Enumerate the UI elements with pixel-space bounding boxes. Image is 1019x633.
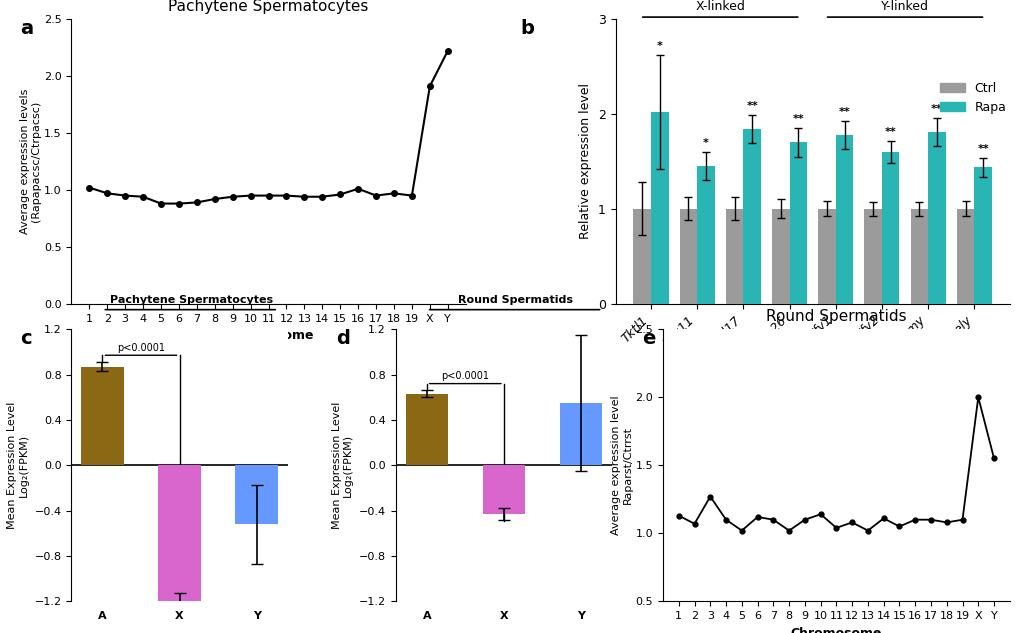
Text: **: ** xyxy=(930,104,942,114)
Text: **: ** xyxy=(746,101,757,111)
Bar xyxy=(910,209,927,304)
Text: Y-linked: Y-linked xyxy=(880,0,928,13)
Title: Round Spermatids: Round Spermatids xyxy=(765,309,906,324)
Text: p<0.0001: p<0.0001 xyxy=(117,343,165,353)
Bar xyxy=(817,209,835,304)
Text: **: ** xyxy=(976,144,988,154)
Text: X-linked: X-linked xyxy=(695,0,745,13)
Bar xyxy=(771,209,789,304)
Bar xyxy=(789,142,806,304)
Bar xyxy=(235,465,277,524)
Text: p<0.0001: p<0.0001 xyxy=(441,372,489,381)
Bar xyxy=(881,152,899,304)
Bar xyxy=(697,166,714,304)
Text: b: b xyxy=(520,19,534,38)
Bar xyxy=(726,209,743,304)
Y-axis label: Average expression levels
(Rapapacsc/Ctrpacsc): Average expression levels (Rapapacsc/Ctr… xyxy=(19,89,41,234)
X-axis label: Chromosome: Chromosome xyxy=(222,329,314,342)
Bar xyxy=(82,367,123,465)
Bar xyxy=(835,135,853,304)
Bar xyxy=(927,132,945,304)
Text: **: ** xyxy=(838,107,850,116)
Bar xyxy=(559,403,601,465)
Bar xyxy=(863,209,881,304)
Y-axis label: Mean Expression Level
Log₂(FPKM): Mean Expression Level Log₂(FPKM) xyxy=(7,401,29,529)
Bar xyxy=(482,465,525,514)
X-axis label: Chromosome: Chromosome xyxy=(790,627,881,633)
Bar xyxy=(633,209,650,304)
Title: Pachytene Spermatocytes: Pachytene Spermatocytes xyxy=(168,0,369,14)
Y-axis label: Average expression level
Raparst/Ctrrst: Average expression level Raparst/Ctrrst xyxy=(610,396,632,535)
Legend: Ctrl, Rapa: Ctrl, Rapa xyxy=(933,77,1011,119)
Y-axis label: Relative expression level: Relative expression level xyxy=(579,84,592,239)
Bar xyxy=(406,394,447,465)
Bar xyxy=(650,112,667,304)
Text: *: * xyxy=(656,41,662,51)
Text: *: * xyxy=(702,138,708,148)
Bar xyxy=(743,129,760,304)
Bar xyxy=(158,465,201,601)
Text: Pachytene Spermatocytes: Pachytene Spermatocytes xyxy=(109,295,272,305)
Text: **: ** xyxy=(792,115,803,124)
Bar xyxy=(973,167,990,304)
Text: **: ** xyxy=(883,127,896,137)
Text: c: c xyxy=(20,329,32,348)
Bar xyxy=(956,209,973,304)
Text: e: e xyxy=(642,329,655,348)
Y-axis label: Mean Expression Level
Log₂(FPKM): Mean Expression Level Log₂(FPKM) xyxy=(331,401,353,529)
Bar xyxy=(679,209,697,304)
Text: d: d xyxy=(336,329,351,348)
Text: a: a xyxy=(20,19,34,38)
Text: Round Spermatids: Round Spermatids xyxy=(458,295,573,305)
